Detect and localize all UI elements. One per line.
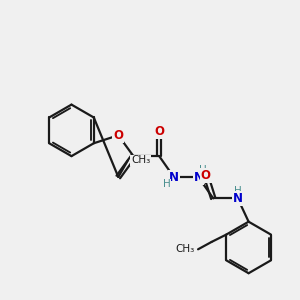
Text: N: N <box>194 171 203 184</box>
Text: H: H <box>200 165 207 175</box>
Text: O: O <box>201 169 211 182</box>
Text: H: H <box>234 186 242 196</box>
Text: H: H <box>163 179 171 189</box>
Text: O: O <box>154 125 164 138</box>
Text: O: O <box>113 129 123 142</box>
Text: N: N <box>233 192 243 205</box>
Text: N: N <box>169 171 179 184</box>
Text: CH₃: CH₃ <box>176 244 195 254</box>
Text: CH₃: CH₃ <box>131 155 150 165</box>
